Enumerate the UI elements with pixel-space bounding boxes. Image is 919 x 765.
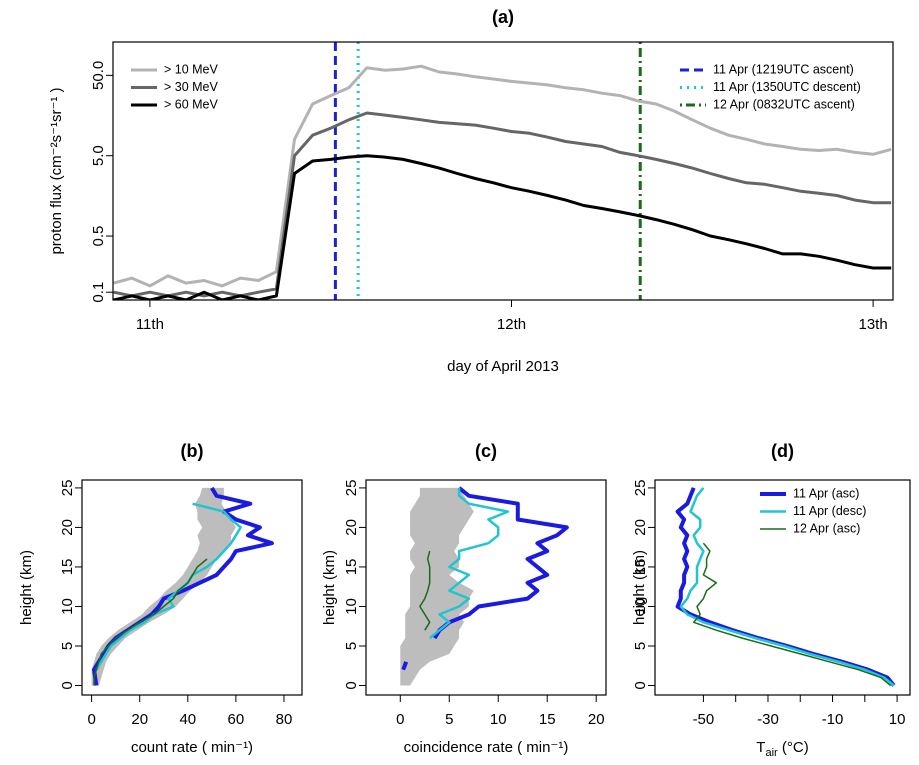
flux-line: [113, 154, 892, 300]
legend-label: > 30 MeV: [164, 80, 219, 94]
profile-line: [679, 487, 895, 687]
y-tick-label: 5: [632, 642, 649, 650]
y-tick-label: 5.0: [90, 145, 107, 166]
x-tick-label: 60: [228, 711, 245, 728]
legend-label: 12 Apr (0832UTC ascent): [713, 97, 855, 111]
y-tick-label: 15: [343, 559, 360, 576]
y-tick-label: 5: [343, 642, 360, 650]
y-tick-label: 0: [632, 681, 649, 689]
x-tick-label: -10: [822, 711, 844, 728]
y-tick-label: 10: [343, 598, 360, 615]
plot-area: [113, 42, 892, 300]
legend-label: 11 Apr (desc): [793, 504, 866, 518]
y-axis-label: height (km): [18, 550, 35, 625]
x-tick-label: 13th: [859, 316, 888, 333]
plot-frame: [81, 479, 303, 696]
flux-line: [113, 64, 892, 288]
y-tick-label: 25: [632, 480, 649, 497]
x-tick-label: 20: [131, 711, 148, 728]
panel: (c) coincidence rate ( min⁻¹) height (km) 0…: [321, 441, 607, 756]
x-axis-label-main: T: [756, 739, 765, 756]
panel: (b) count rate ( min⁻¹) height (km) 0 20 40 60…: [18, 441, 303, 756]
y-tick-label: 15: [59, 559, 76, 576]
x-tick-label: 10: [889, 711, 906, 728]
x-tick-label: 11th: [136, 316, 164, 333]
x-tick-label: 10: [490, 711, 507, 728]
x-tick-label: 0: [87, 711, 95, 728]
y-tick-label: 0.1: [90, 282, 107, 303]
panel: (d) Tair (°C) height (km) -50 -30 -10 10 0 5 10 15…: [631, 441, 911, 759]
y-tick-label: 25: [343, 480, 360, 497]
x-axis-label-rest: (°C): [778, 739, 809, 756]
x-axis-label: coincidence rate ( min⁻¹): [404, 739, 569, 756]
x-tick-label: -30: [757, 711, 779, 728]
plot-frame: [112, 41, 894, 301]
legend-label: 11 Apr (1219UTC ascent): [713, 62, 854, 76]
y-tick-label: 15: [632, 559, 649, 576]
x-tick-label: 12th: [497, 316, 526, 333]
profile-line: [92, 486, 274, 686]
y-tick-label: 10: [59, 598, 76, 615]
profile-line: [93, 558, 208, 686]
x-axis-label: count rate ( min⁻¹): [131, 739, 253, 756]
x-tick-label: 20: [588, 711, 605, 728]
y-tick-label: 0: [343, 681, 360, 689]
y-tick-label: 20: [59, 519, 76, 536]
x-tick-label: -50: [693, 711, 715, 728]
y-tick-label: 20: [632, 519, 649, 536]
y-axis-label: height (km): [321, 550, 338, 625]
plot-frame: [365, 479, 607, 696]
panel-title: (d): [771, 441, 794, 461]
y-axis-label: height (km): [631, 550, 648, 625]
y-tick-label: 0.5: [90, 226, 107, 247]
legend-label: 12 Apr (asc): [793, 521, 860, 535]
flux-line: [113, 111, 892, 298]
y-tick-label: 50.0: [90, 61, 107, 90]
y-axis-label: proton flux (cm⁻²s⁻¹sr⁻¹ ): [48, 87, 65, 254]
x-tick-label: 80: [276, 711, 293, 728]
y-tick-label: 10: [632, 598, 649, 615]
x-axis-label: Tair (°C): [756, 739, 808, 759]
profile-line: [428, 487, 510, 640]
panel-title: (a): [492, 7, 514, 27]
plot-area: [675, 487, 896, 687]
profile-line: [419, 550, 431, 631]
y-tick-label: 20: [343, 519, 360, 536]
x-tick-label: 40: [179, 711, 196, 728]
y-tick-label: 0: [59, 681, 76, 689]
legend-label: > 60 MeV: [164, 97, 219, 111]
profile-line: [401, 486, 569, 671]
x-tick-label: 15: [539, 711, 556, 728]
profile-line: [692, 542, 892, 687]
plot-area: [91, 486, 274, 686]
plot-frame: [654, 479, 911, 696]
plot-area: [400, 486, 569, 686]
y-tick-label: 25: [59, 480, 76, 497]
panel-title: (c): [475, 441, 497, 461]
legend-label: 11 Apr (asc): [793, 486, 859, 500]
x-tick-label: 0: [396, 711, 404, 728]
legend-label: > 10 MeV: [164, 62, 219, 76]
panel: (a) day of April 2013 proton flux (cm⁻²s⁻¹…: [48, 7, 894, 375]
legend-label: 11 Apr (1350UTC descent): [713, 80, 861, 94]
x-axis-label-sub: air: [765, 747, 778, 759]
range-band: [91, 487, 236, 686]
range-band: [400, 487, 474, 686]
y-tick-label: 5: [59, 642, 76, 650]
x-axis-label: day of April 2013: [447, 358, 559, 375]
panel-title: (b): [181, 441, 204, 461]
x-tick-label: 5: [445, 711, 453, 728]
